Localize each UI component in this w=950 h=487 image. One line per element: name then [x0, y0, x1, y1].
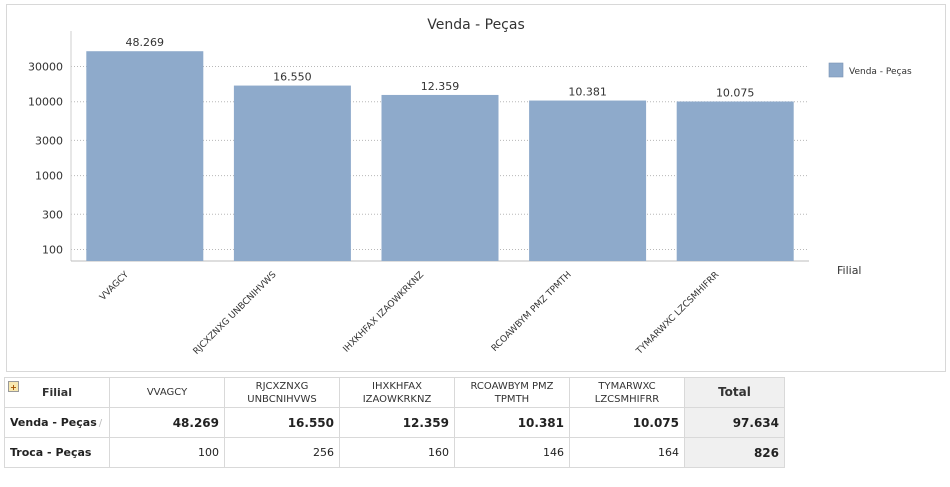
x-tick-label: RJCXZNXG UNBCNIHVWS — [192, 270, 279, 357]
column-header-line1: TYMARWXC — [598, 380, 656, 392]
bar — [86, 51, 204, 262]
data-label: 48.269 — [126, 36, 165, 49]
table-cell: 10.075 — [569, 407, 685, 438]
data-label: 10.075 — [716, 87, 755, 100]
data-label: 12.359 — [421, 80, 460, 93]
pin-icon[interactable]: + — [8, 381, 19, 392]
legend-swatch — [828, 62, 844, 78]
y-tick-label: 100 — [42, 244, 63, 257]
column-header-line2: IZAOWKRKNZ — [362, 393, 432, 405]
row-header[interactable]: Venda - Peças / — [4, 407, 110, 438]
table-corner-header[interactable]: + Filial — [4, 377, 110, 408]
column-header[interactable]: VVAGCY — [109, 377, 225, 408]
column-header-line2: LZCSMHIFRR — [594, 393, 660, 405]
column-header-line1: RJCXZNXG — [255, 380, 309, 392]
table-cell: 16.550 — [224, 407, 340, 438]
table-cell: 256 — [224, 437, 340, 468]
table-header-row: + Filial VVAGCY RJCXZNXG UNBCNIHVWS IHXKH… — [4, 377, 785, 408]
chart-panel: Venda - Peças 100 300 1000 3000 10000 30000 48.… — [6, 4, 946, 372]
column-header[interactable]: RCOAWBYM PMZ TPMTH — [454, 377, 570, 408]
table-row: Troca - Peças 100 256 160 146 164 826 — [4, 437, 785, 468]
table-cell: 100 — [109, 437, 225, 468]
bar-chart: Venda - Peças 100 300 1000 3000 10000 30000 48.… — [28, 17, 912, 357]
y-tick-label: 10000 — [28, 96, 63, 109]
column-header-line1: IHXKHFAX — [372, 380, 422, 392]
pivot-table: + Filial VVAGCY RJCXZNXG UNBCNIHVWS IHXKH… — [4, 377, 785, 468]
y-tick-label: 1000 — [35, 170, 63, 183]
x-tick-label: VVAGCY — [98, 270, 131, 303]
chart-title: Venda - Peças — [427, 17, 525, 33]
bar — [676, 101, 794, 261]
row-total-cell: 97.634 — [684, 407, 785, 438]
corner-label: Filial — [41, 386, 73, 399]
y-tick-label: 300 — [42, 208, 63, 221]
table-cell: 146 — [454, 437, 570, 468]
y-tick-label: 3000 — [35, 134, 63, 147]
legend-label: Venda - Peças — [849, 67, 912, 77]
table-cell: 10.381 — [454, 407, 570, 438]
column-header[interactable]: RJCXZNXG UNBCNIHVWS — [224, 377, 340, 408]
column-header-line2: UNBCNIHVWS — [247, 393, 317, 405]
table-row: Venda - Peças/ 48.269 16.550 12.359 10.3… — [4, 407, 785, 438]
x-tick-label: IHXKHFAX IZAOWKRKNZ — [342, 270, 427, 355]
column-header-line2: TPMTH — [494, 393, 530, 405]
table-cell: 12.359 — [339, 407, 455, 438]
column-header-line1: RCOAWBYM PMZ — [470, 380, 554, 392]
x-tick-label: RCOAWBYM PMZ TPMTH — [490, 270, 574, 354]
x-axis-label: Filial — [837, 264, 862, 277]
column-header[interactable]: IHXKHFAX IZAOWKRKNZ — [339, 377, 455, 408]
data-label: 16.550 — [273, 71, 312, 84]
row-total-cell: 826 — [684, 437, 785, 468]
row-label: Venda - Peças — [10, 416, 97, 429]
table-cell: 160 — [339, 437, 455, 468]
bar — [233, 85, 351, 262]
total-column-header[interactable]: Total — [684, 377, 785, 408]
data-label: 10.381 — [568, 86, 607, 99]
bar — [529, 100, 647, 261]
x-tick-label: TYMARWXC LZCSMHIFRR — [634, 270, 721, 357]
column-header-line1: VVAGCY — [146, 387, 188, 398]
sort-indicator-icon: / — [98, 418, 103, 429]
table-cell: 48.269 — [109, 407, 225, 438]
table-cell: 164 — [569, 437, 685, 468]
row-header[interactable]: Troca - Peças — [4, 437, 110, 468]
y-tick-label: 30000 — [28, 60, 63, 73]
bar — [381, 94, 499, 261]
column-header[interactable]: TYMARWXC LZCSMHIFRR — [569, 377, 685, 408]
